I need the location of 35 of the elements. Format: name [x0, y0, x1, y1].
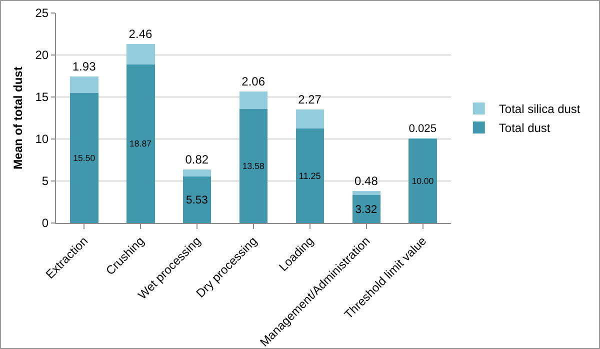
legend-label: Total silica dust	[498, 102, 581, 116]
y-tick-label: 15	[35, 90, 49, 104]
data-label: 2.46	[128, 26, 152, 41]
bar	[408, 139, 437, 223]
data-label: 11.25	[298, 170, 321, 181]
data-label: 15.50	[73, 152, 96, 163]
bar	[182, 176, 212, 223]
data-label: 2.27	[298, 92, 322, 106]
data-label: 1.93	[72, 60, 96, 74]
bar	[239, 108, 268, 223]
data-label: 3.32	[355, 204, 378, 216]
data-label: 0.025	[408, 123, 437, 136]
data-label: 0.82	[185, 152, 209, 167]
bar	[296, 109, 324, 128]
bar	[126, 64, 155, 223]
y-tick-label: 0	[42, 216, 49, 230]
data-label: 10.00	[412, 176, 434, 186]
data-label: 2.06	[242, 74, 266, 89]
bar	[296, 128, 324, 223]
y-tick-label: 25	[35, 6, 49, 20]
bar	[182, 170, 212, 177]
y-axis-title: Mean of total dust	[11, 66, 25, 170]
y-tick-label: 20	[35, 48, 49, 62]
legend-label: Total dust	[498, 121, 551, 136]
data-label: 13.58	[242, 160, 264, 171]
bar	[352, 191, 380, 196]
y-tick-label: 10	[35, 132, 49, 146]
bar	[70, 92, 98, 223]
y-tick-label: 5	[42, 174, 49, 188]
data-label: 18.87	[130, 138, 152, 149]
bar	[239, 92, 268, 109]
data-label: 5.53	[186, 194, 208, 207]
bar	[126, 44, 155, 64]
data-label: 0.48	[354, 174, 378, 188]
bar	[70, 76, 98, 93]
